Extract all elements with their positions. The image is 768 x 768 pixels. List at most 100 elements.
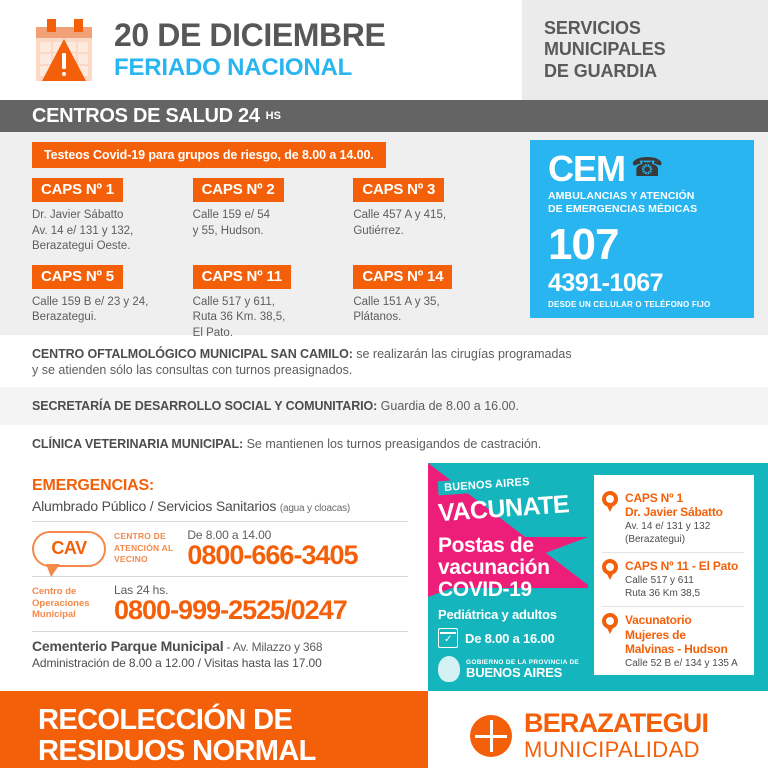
centro-operaciones-phone-block: Las 24 hs. 0800-999-2525/0247 bbox=[114, 583, 348, 625]
emergencias-services: Alumbrado Público / Servicios Sanitarios… bbox=[32, 498, 408, 514]
caps-item: CAPS Nº 14 Calle 151 A y 35, Plátanos. bbox=[353, 264, 506, 342]
cementerio-line1: Cementerio Parque Municipal - Av. Milazz… bbox=[32, 638, 408, 654]
list-item: CAPS Nº 11 - El Pato Calle 517 y 611 Rut… bbox=[602, 552, 744, 606]
centro-operaciones-phone[interactable]: 0800-999-2525/0247 bbox=[114, 595, 348, 625]
map-pin-icon bbox=[602, 491, 618, 512]
cav-badge-text: CAV bbox=[51, 538, 87, 558]
cem-title-row: CEM ☎ bbox=[548, 148, 754, 189]
cementerio-block: Cementerio Parque Municipal - Av. Milazz… bbox=[32, 638, 408, 670]
cav-logo-icon: CAV bbox=[32, 530, 106, 577]
location-name: Vacunatorio Mujeres de Malvinas - Hudson bbox=[625, 613, 728, 656]
servicios-line-1: SERVICIOS bbox=[544, 18, 641, 39]
caps-item: CAPS Nº 1 Dr. Javier Sábatto Av. 14 e/ 1… bbox=[32, 178, 185, 255]
telephone-icon: ☎ bbox=[631, 152, 664, 182]
notice-label: CLÍNICA VETERINARIA MUNICIPAL: bbox=[32, 437, 244, 451]
caps-item: CAPS Nº 2 Calle 159 e/ 54 y 55, Hudson. bbox=[192, 178, 346, 255]
cementerio-address: - Av. Milazzo y 368 bbox=[223, 640, 323, 654]
vacunacion-content: BUENOS AIRES VACUNATE Postas de vacunaci… bbox=[428, 463, 588, 683]
caps-address: Calle 159 B e/ 23 y 24, Berazategui. bbox=[32, 295, 149, 324]
list-item: CAPS Nº 1 Dr. Javier Sábatto Av. 14 e/ 1… bbox=[602, 485, 744, 552]
gobierno-logo-row: GOBIERNO DE LA PROVINCIA DE BUENOS AIRES bbox=[438, 656, 588, 683]
caps-tag: CAPS Nº 14 bbox=[353, 264, 453, 289]
list-item: Vacunatorio Mujeres de Malvinas - Hudson… bbox=[602, 606, 744, 676]
gobierno-line1: GOBIERNO DE LA PROVINCIA DE bbox=[466, 659, 580, 667]
mid-section: EMERGENCIAS: Alumbrado Público / Servici… bbox=[0, 463, 768, 691]
centro-operaciones-label: Centro de Operaciones Municipal bbox=[32, 585, 90, 621]
emergencias-panel: EMERGENCIAS: Alumbrado Público / Servici… bbox=[0, 463, 428, 691]
caps-address: Calle 151 A y 35, Plátanos. bbox=[353, 295, 440, 324]
location-text: Vacunatorio Mujeres de Malvinas - Hudson… bbox=[625, 613, 738, 670]
header: 20 DE DICIEMBRE FERIADO NACIONAL SERVICI… bbox=[0, 0, 768, 100]
divider bbox=[32, 631, 408, 632]
cementerio-hours: Administración de 8.00 a 12.00 / Visitas… bbox=[32, 656, 322, 670]
caps-item: CAPS Nº 5 Calle 159 B e/ 23 y 24, Beraza… bbox=[32, 264, 185, 342]
location-text: CAPS Nº 11 - El Pato Calle 517 y 611 Rut… bbox=[625, 559, 738, 600]
pediatrica-label: Pediátrica y adultos bbox=[438, 607, 557, 623]
caps-address: Calle 159 e/ 54 y 55, Hudson. bbox=[192, 209, 271, 237]
notice-line2: y se atienden sólo las consultas con tur… bbox=[32, 363, 353, 377]
cem-container: CEM ☎ AMBULANCIAS Y ATENCIÓN DE EMERGENC… bbox=[522, 132, 768, 335]
cem-title: CEM bbox=[548, 148, 626, 189]
notice-oftalmologico: CENTRO OFTALMOLÓGICO MUNICIPAL SAN CAMIL… bbox=[0, 335, 768, 387]
emergencias-title: EMERGENCIAS: bbox=[32, 477, 155, 494]
calendar-icon bbox=[438, 628, 458, 649]
centros-de-salud-unit: HS bbox=[265, 110, 281, 122]
cem-subtitle-1: AMBULANCIAS Y ATENCIÓN bbox=[548, 190, 695, 203]
cem-note: DESDE UN CELULAR O TELÉFONO FIJO bbox=[548, 300, 711, 310]
location-name: CAPS Nº 11 - El Pato bbox=[625, 559, 739, 574]
centro-operaciones-hours: Las 24 hs. bbox=[114, 583, 169, 597]
calendar-warning-icon bbox=[32, 17, 96, 83]
berazategui-crest-icon bbox=[470, 715, 512, 757]
caps-address: Dr. Javier Sábatto Av. 14 e/ 131 y 132, … bbox=[32, 209, 134, 253]
notice-label: SECRETARÍA DE DESARROLLO SOCIAL Y COMUNI… bbox=[32, 399, 378, 413]
brand-sub: MUNICIPALIDAD bbox=[524, 736, 700, 762]
cem-emergency-number: 107 bbox=[548, 220, 619, 270]
postas-title: Postas de vacunación COVID-19 bbox=[438, 534, 550, 601]
location-address: Av. 14 e/ 131 y 132 (Berazategui) bbox=[625, 521, 711, 545]
location-address: Calle 517 y 611 Ruta 36 Km 38,5 bbox=[625, 575, 701, 599]
vacunacion-hours: De 8.00 a 16.00 bbox=[465, 630, 555, 646]
caps-section: Testeos Covid-19 para grupos de riesgo, … bbox=[0, 132, 768, 339]
vacunacion-hours-row: De 8.00 a 16.00 bbox=[438, 628, 588, 649]
recoleccion-text: RECOLECCIÓN DE RESIDUOS NORMAL bbox=[38, 703, 316, 767]
gobierno-text: GOBIERNO DE LA PROVINCIA DE BUENOS AIRES bbox=[466, 659, 579, 679]
cav-hours: De 8.00 a 14.00 bbox=[187, 528, 272, 542]
servicios-line-2: MUNICIPALES bbox=[544, 39, 666, 60]
cav-label: CENTRO DE ATENCIÓN AL VECINO bbox=[114, 531, 174, 565]
caps-tag: CAPS Nº 5 bbox=[32, 264, 123, 289]
recoleccion-banner: RECOLECCIÓN DE RESIDUOS NORMAL bbox=[0, 691, 428, 768]
caps-tag: CAPS Nº 1 bbox=[32, 178, 123, 202]
cav-phone[interactable]: 0800-666-3405 bbox=[187, 540, 358, 570]
cav-row: CAV CENTRO DE ATENCIÓN AL VECINO De 8.00… bbox=[32, 528, 408, 577]
notice-text: Guardia de 8.00 a 16.00. bbox=[377, 399, 519, 413]
buenos-aires-tag: BUENOS AIRES bbox=[437, 474, 537, 496]
caps-tag: CAPS Nº 11 bbox=[192, 264, 291, 289]
header-right-label: SERVICIOS MUNICIPALES DE GUARDIA bbox=[522, 0, 768, 100]
caps-item: CAPS Nº 3 Calle 457 A y 415, Gutiérrez. bbox=[353, 178, 506, 255]
caps-address: Calle 457 A y 415, Gutiérrez. bbox=[353, 209, 447, 237]
caps-list-container: Testeos Covid-19 para grupos de riesgo, … bbox=[0, 132, 522, 339]
caps-item: CAPS Nº 11 Calle 517 y 611, Ruta 36 Km. … bbox=[192, 264, 346, 342]
page-title: 20 DE DICIEMBRE bbox=[114, 17, 386, 53]
notice-text: Se mantienen los turnos preasigandos de … bbox=[243, 437, 542, 451]
cem-panel: CEM ☎ AMBULANCIAS Y ATENCIÓN DE EMERGENC… bbox=[530, 140, 754, 318]
centros-de-salud-bar: CENTROS DE SALUD 24 HS bbox=[0, 100, 768, 132]
map-pin-icon bbox=[602, 613, 618, 635]
footer: RECOLECCIÓN DE RESIDUOS NORMAL BERAZATEG… bbox=[0, 691, 768, 768]
centros-de-salud-title: CENTROS DE SALUD 24 bbox=[32, 104, 260, 127]
vacunacion-branding-panel: BUENOS AIRES VACUNATE Postas de vacunaci… bbox=[428, 463, 588, 691]
caps-tag: CAPS Nº 3 bbox=[353, 178, 445, 202]
brand-block: BERAZATEGUI MUNICIPALIDAD bbox=[428, 691, 768, 768]
brand-name: BERAZATEGUI bbox=[524, 707, 709, 738]
notice-label: CENTRO OFTALMOLÓGICO MUNICIPAL SAN CAMIL… bbox=[32, 347, 353, 361]
location-name: CAPS Nº 1 Dr. Javier Sábatto bbox=[625, 491, 723, 520]
divider bbox=[32, 521, 408, 522]
gobierno-line2: BUENOS AIRES bbox=[466, 665, 563, 681]
header-left: 20 DE DICIEMBRE FERIADO NACIONAL bbox=[0, 0, 522, 100]
cementerio-name: Cementerio Parque Municipal bbox=[32, 638, 224, 654]
notices-list: CENTRO OFTALMOLÓGICO MUNICIPAL SAN CAMIL… bbox=[0, 335, 768, 463]
emergencias-services-text: Alumbrado Público / Servicios Sanitarios bbox=[32, 498, 277, 514]
gobierno-seal-icon bbox=[438, 656, 460, 683]
notice-veterinaria: CLÍNICA VETERINARIA MUNICIPAL: Se mantie… bbox=[0, 425, 768, 463]
